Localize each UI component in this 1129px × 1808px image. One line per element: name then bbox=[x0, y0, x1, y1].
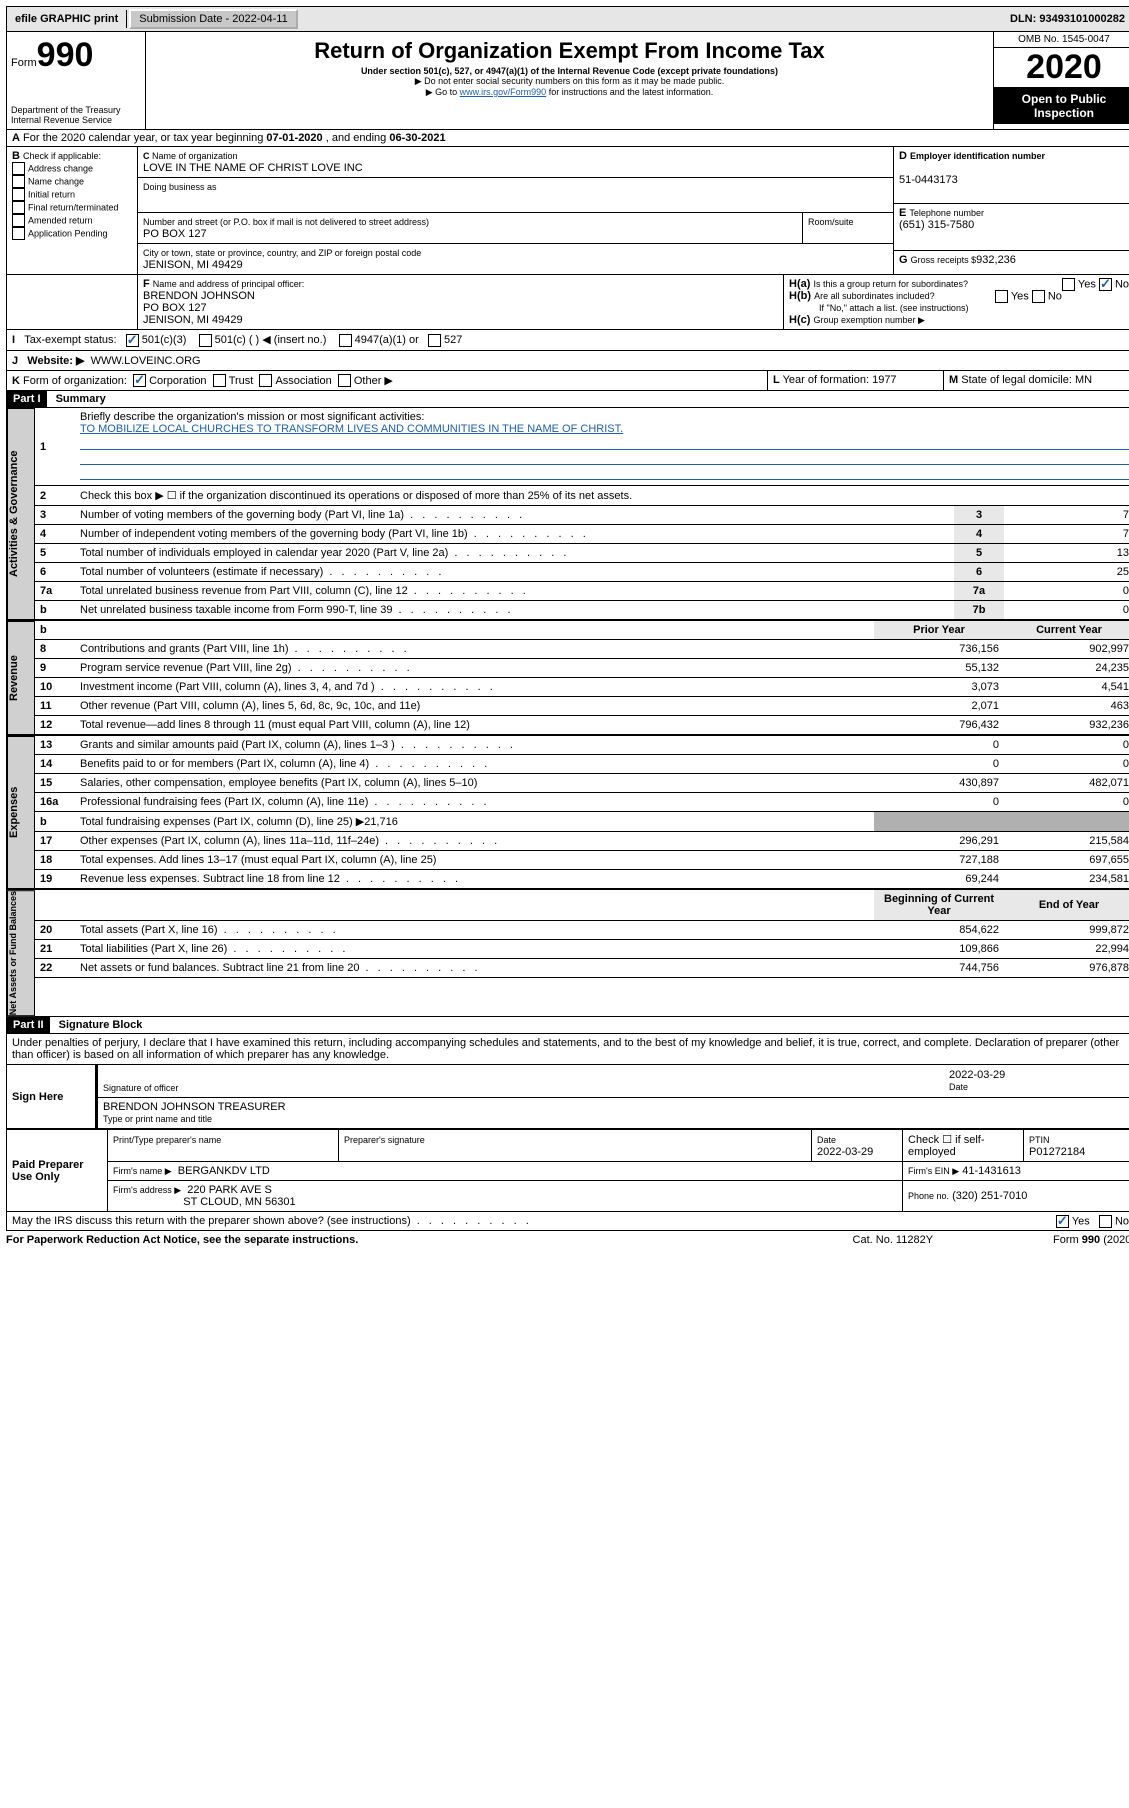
group-return-no[interactable] bbox=[1099, 278, 1112, 291]
expenses-block: Expenses 13Grants and similar amounts pa… bbox=[6, 736, 1129, 890]
table-row: 21Total liabilities (Part X, line 26)109… bbox=[35, 940, 1129, 959]
table-row: bNet unrelated business taxable income f… bbox=[35, 601, 1129, 620]
table-row: 6Total number of volunteers (estimate if… bbox=[35, 563, 1129, 582]
officer-group-block: F Name and address of principal officer:… bbox=[6, 275, 1129, 330]
org-info-block: B Check if applicable: Address change Na… bbox=[6, 147, 1129, 275]
footer: For Paperwork Reduction Act Notice, see … bbox=[6, 1231, 1129, 1249]
summary-table: Activities & Governance 1 Briefly descri… bbox=[6, 408, 1129, 621]
paid-preparer-block: Paid Preparer Use Only Print/Type prepar… bbox=[6, 1129, 1129, 1212]
form-org-row: K Form of organization: Corporation Trus… bbox=[6, 371, 1129, 392]
amended-checkbox[interactable] bbox=[12, 214, 25, 227]
discuss-yes-checkbox[interactable] bbox=[1056, 1215, 1069, 1228]
mission-statement: TO MOBILIZE LOCAL CHURCHES TO TRANSFORM … bbox=[80, 423, 623, 435]
part1-label: Part I bbox=[7, 391, 47, 407]
dln: DLN: 93493101000282 bbox=[1002, 10, 1129, 28]
table-row: 15Salaries, other compensation, employee… bbox=[35, 774, 1129, 793]
table-row: bTotal fundraising expenses (Part IX, co… bbox=[35, 812, 1129, 832]
address-change-checkbox[interactable] bbox=[12, 162, 25, 175]
table-row: 4Number of independent voting members of… bbox=[35, 525, 1129, 544]
part1: Part I Summary bbox=[6, 391, 1129, 408]
discuss-no-checkbox[interactable] bbox=[1099, 1215, 1112, 1228]
cat-no: Cat. No. 11282Y bbox=[853, 1234, 934, 1246]
year-formation: 1977 bbox=[872, 374, 896, 386]
ein: 51-0443173 bbox=[899, 174, 958, 186]
ptin: P01272184 bbox=[1029, 1146, 1085, 1158]
initial-return-checkbox[interactable] bbox=[12, 188, 25, 201]
table-row: 7aTotal unrelated business revenue from … bbox=[35, 582, 1129, 601]
table-row: 22Net assets or fund balances. Subtract … bbox=[35, 959, 1129, 978]
final-return-checkbox[interactable] bbox=[12, 201, 25, 214]
table-row: 10Investment income (Part VIII, column (… bbox=[35, 678, 1129, 697]
side-revenue: Revenue bbox=[7, 621, 35, 735]
table-row: 8Contributions and grants (Part VIII, li… bbox=[35, 640, 1129, 659]
table-row: 12Total revenue—add lines 8 through 11 (… bbox=[35, 716, 1129, 735]
firm-name: BERGANKDV LTD bbox=[178, 1165, 270, 1177]
signature-date: 2022-03-29 bbox=[949, 1069, 1005, 1081]
open-inspection: Open to PublicInspection bbox=[994, 88, 1129, 124]
state-domicile: MN bbox=[1075, 374, 1092, 386]
table-row: 9Program service revenue (Part VIII, lin… bbox=[35, 659, 1129, 678]
table-row: 19Revenue less expenses. Subtract line 1… bbox=[35, 870, 1129, 889]
street-address: PO BOX 127 bbox=[143, 228, 207, 240]
table-row: 5Total number of individuals employed in… bbox=[35, 544, 1129, 563]
sign-here-label: Sign Here bbox=[7, 1065, 78, 1129]
tax-exempt-row: I Tax-exempt status: 501(c)(3) 501(c) ( … bbox=[6, 330, 1129, 351]
period-row: A For the 2020 calendar year, or tax yea… bbox=[6, 130, 1129, 147]
officer-name: BRENDON JOHNSON bbox=[143, 290, 255, 302]
irs-link[interactable]: www.irs.gov/Form990 bbox=[460, 87, 547, 97]
corporation-checkbox[interactable] bbox=[133, 374, 146, 387]
website: WWW.LOVEINC.ORG bbox=[91, 355, 201, 367]
form-number: 990 bbox=[37, 36, 94, 74]
firm-phone: (320) 251-7010 bbox=[952, 1190, 1027, 1202]
application-pending-checkbox[interactable] bbox=[12, 227, 25, 240]
side-expenses: Expenses bbox=[7, 736, 35, 889]
side-net-assets: Net Assets or Fund Balances bbox=[7, 890, 35, 1016]
revenue-block: Revenue bPrior YearCurrent Year 8Contrib… bbox=[6, 621, 1129, 736]
table-row: 20Total assets (Part X, line 16)854,6229… bbox=[35, 921, 1129, 940]
officer-signature-name: BRENDON JOHNSON TREASURER bbox=[103, 1101, 286, 1113]
table-row: 18Total expenses. Add lines 13–17 (must … bbox=[35, 851, 1129, 870]
table-row: 16aProfessional fundraising fees (Part I… bbox=[35, 793, 1129, 812]
firm-ein: 41-1431613 bbox=[962, 1165, 1021, 1177]
dept-treasury: Department of the Treasury bbox=[11, 105, 141, 115]
side-governance: Activities & Governance bbox=[7, 408, 35, 620]
net-assets-block: Net Assets or Fund Balances Beginning of… bbox=[6, 890, 1129, 1017]
org-name: LOVE IN THE NAME OF CHRIST LOVE INC bbox=[143, 162, 363, 174]
omb-number: OMB No. 1545-0047 bbox=[994, 32, 1129, 48]
top-bar: efile GRAPHIC print Submission Date - 20… bbox=[6, 6, 1129, 32]
efile-label: efile GRAPHIC print bbox=[7, 10, 127, 28]
tax-year: 2020 bbox=[994, 48, 1129, 88]
name-change-checkbox[interactable] bbox=[12, 175, 25, 188]
table-row: 3Number of voting members of the governi… bbox=[35, 506, 1129, 525]
submission-date-button[interactable]: Submission Date - 2022-04-11 bbox=[129, 9, 297, 29]
table-row: 11Other revenue (Part VIII, column (A), … bbox=[35, 697, 1129, 716]
declaration: Under penalties of perjury, I declare th… bbox=[6, 1034, 1129, 1065]
discuss-row: May the IRS discuss this return with the… bbox=[6, 1212, 1129, 1231]
form-header: Form990 Department of the Treasury Inter… bbox=[6, 32, 1129, 130]
website-row: J Website: ▶ WWW.LOVEINC.ORG bbox=[6, 351, 1129, 371]
part2-header: Part II Signature Block bbox=[6, 1017, 1129, 1034]
table-row: 13Grants and similar amounts paid (Part … bbox=[35, 736, 1129, 755]
table-row: 17Other expenses (Part IX, column (A), l… bbox=[35, 832, 1129, 851]
telephone: (651) 315-7580 bbox=[899, 219, 974, 231]
form-title: Return of Organization Exempt From Incom… bbox=[150, 38, 989, 64]
sign-here-block: Sign Here Signature of officer 2022-03-2… bbox=[6, 1065, 1129, 1129]
table-row: 14Benefits paid to or for members (Part … bbox=[35, 755, 1129, 774]
501c3-checkbox[interactable] bbox=[126, 334, 139, 347]
paid-preparer-label: Paid Preparer Use Only bbox=[7, 1130, 108, 1212]
city-state-zip: JENISON, MI 49429 bbox=[143, 259, 243, 271]
gross-receipts: 932,236 bbox=[976, 254, 1016, 266]
